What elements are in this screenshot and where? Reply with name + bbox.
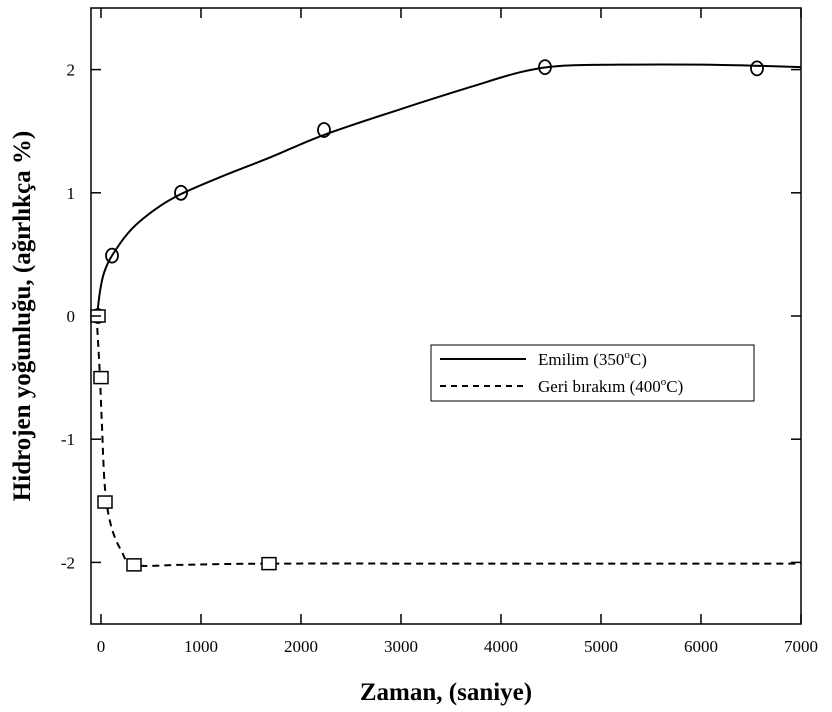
tick-label-layer: 0 1000 2000 3000 4000 5000 6000 7000 2 1 0 -1 -2 xyxy=(61,61,818,656)
data-point-circle xyxy=(174,184,188,201)
y-tick-label: -2 xyxy=(61,553,75,572)
x-tick-label: 0 xyxy=(97,637,106,656)
data-point-circle xyxy=(105,247,119,264)
legend-label-emilim: Emilim (350oC) xyxy=(538,349,647,369)
y-tick-label: 2 xyxy=(67,61,76,80)
y-tick-label: 0 xyxy=(67,307,76,326)
x-axis-title: Zaman, (saniye) xyxy=(360,679,532,706)
y-tick-label: -1 xyxy=(61,430,75,449)
x-tick-label: 3000 xyxy=(384,637,418,656)
series-layer xyxy=(95,63,802,568)
x-tick-label: 4000 xyxy=(484,637,518,656)
data-point-square xyxy=(97,495,113,509)
x-tick-label: 2000 xyxy=(284,637,318,656)
y-axis-title: Hidrojen yoğunluğu, (ağırlıkça %) xyxy=(9,131,36,501)
data-point-square xyxy=(126,558,142,572)
plot-frame xyxy=(90,7,802,625)
legend: Emilim (350oC) Geri bırakım (400oC) xyxy=(430,344,755,402)
data-point-square xyxy=(93,370,109,385)
marker-layer xyxy=(90,59,764,572)
x-tick-label: 7000 xyxy=(784,637,818,656)
series-line-0 xyxy=(96,63,802,317)
y-tick-label: 1 xyxy=(67,184,76,203)
x-tick-label: 1000 xyxy=(184,637,218,656)
tick-layer xyxy=(91,8,802,624)
data-point-square xyxy=(261,556,277,571)
data-point-circle xyxy=(538,59,552,76)
data-point-circle xyxy=(317,122,331,138)
x-tick-label: 6000 xyxy=(684,637,718,656)
legend-box xyxy=(430,344,755,402)
x-tick-label: 5000 xyxy=(584,637,618,656)
legend-label-geri-birakim: Geri bırakım (400oC) xyxy=(538,376,683,396)
data-point-circle xyxy=(750,60,764,77)
